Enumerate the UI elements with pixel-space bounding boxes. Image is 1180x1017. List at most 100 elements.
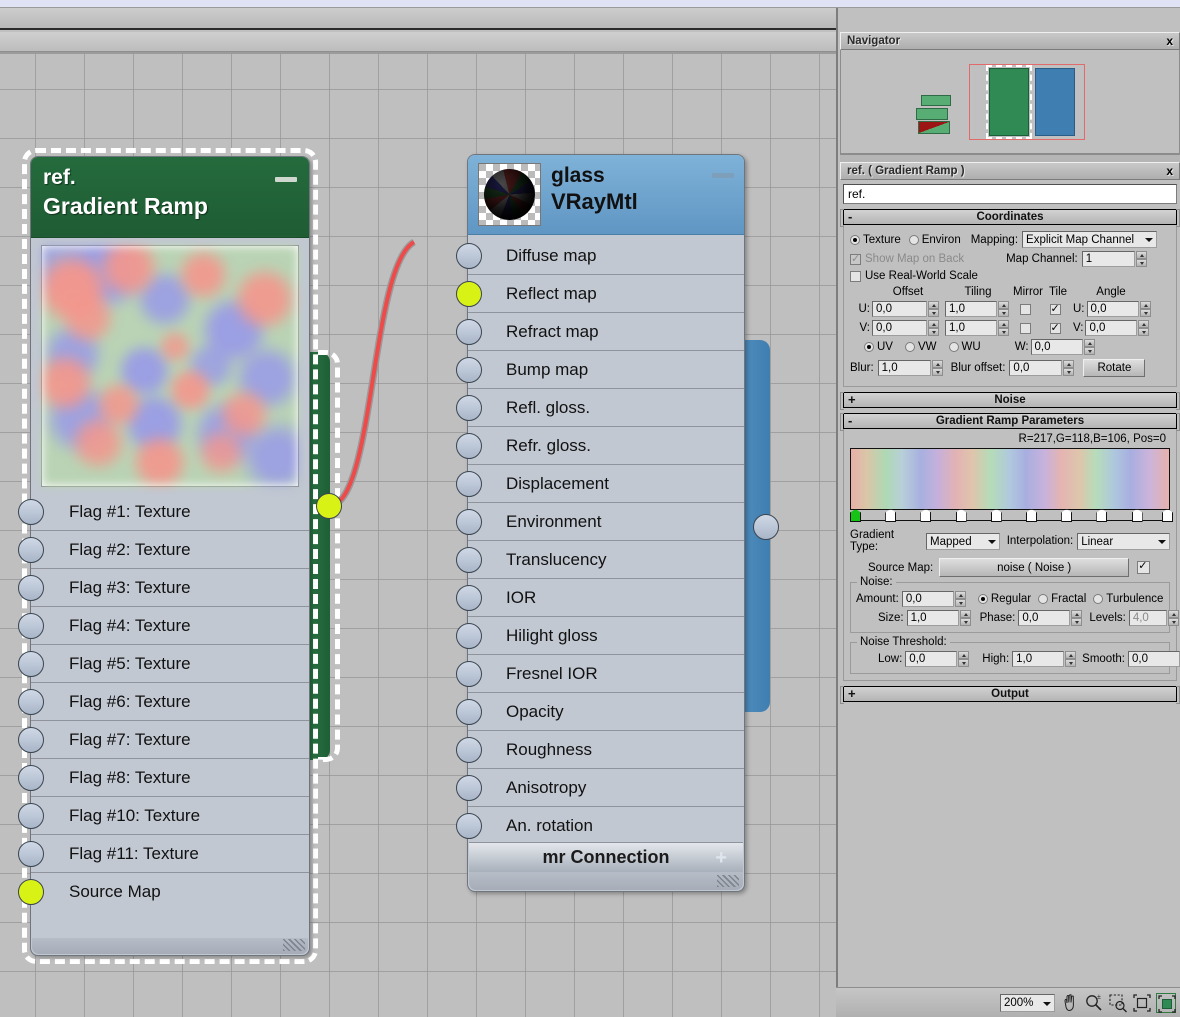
port-reflect-map[interactable]: Reflect map xyxy=(456,275,744,313)
port-socket-icon[interactable] xyxy=(18,765,44,791)
angle-v-input[interactable]: 0,0 xyxy=(1085,320,1138,336)
port-socket-icon[interactable] xyxy=(456,319,482,345)
texture-radio[interactable] xyxy=(850,234,860,245)
angle-w-spinner[interactable] xyxy=(1083,339,1095,355)
port-socket-icon[interactable] xyxy=(18,651,44,677)
map-channel-spinner[interactable] xyxy=(1135,251,1147,267)
port-socket-icon[interactable] xyxy=(18,803,44,829)
port-environment[interactable]: Environment xyxy=(456,503,744,541)
port-refract-map[interactable]: Refract map xyxy=(456,313,744,351)
noise-amount-spinner[interactable] xyxy=(954,591,966,607)
wu-radio[interactable] xyxy=(948,342,959,352)
gradient-ramp-rollout-header[interactable]: - Gradient Ramp Parameters xyxy=(840,413,1180,431)
close-icon[interactable]: x xyxy=(1166,34,1173,48)
background-node-output-socket[interactable] xyxy=(753,514,779,540)
port-socket-icon[interactable] xyxy=(456,471,482,497)
noise-levels-spinner[interactable] xyxy=(1167,610,1179,626)
rotate-button[interactable]: Rotate xyxy=(1083,359,1146,377)
source-map-enable-checkbox[interactable] xyxy=(1137,559,1151,574)
port-socket-icon[interactable] xyxy=(18,689,44,715)
port-socket-icon[interactable] xyxy=(456,243,482,269)
noise-turbulence-radio[interactable] xyxy=(1093,594,1104,604)
port-displacement[interactable]: Displacement xyxy=(456,465,744,503)
port-socket-icon[interactable] xyxy=(456,357,482,383)
interpolation-select[interactable]: Linear xyxy=(1077,532,1170,550)
plus-icon[interactable]: + xyxy=(715,847,727,869)
output-rollout-header[interactable]: + Output xyxy=(840,686,1180,704)
port-flag-6[interactable]: Flag #6: Texture xyxy=(18,683,309,721)
noise-regular-radio[interactable] xyxy=(977,594,988,604)
gradient-flag-7[interactable] xyxy=(1061,509,1073,522)
angle-v-spinner[interactable] xyxy=(1138,320,1150,336)
port-anisotropy[interactable]: Anisotropy xyxy=(456,769,744,807)
port-socket-icon[interactable] xyxy=(456,699,482,725)
gradient-type-select[interactable]: Mapped xyxy=(926,532,1000,550)
gradient-flag-10[interactable] xyxy=(1162,509,1173,522)
noise-size-spinner[interactable] xyxy=(959,610,971,626)
noise-fractal-radio[interactable] xyxy=(1038,594,1049,604)
port-bump-map[interactable]: Bump map xyxy=(456,351,744,389)
port-socket-icon[interactable] xyxy=(456,585,482,611)
port-translucency[interactable]: Translucency xyxy=(456,541,744,579)
threshold-low-input[interactable]: 0,0 xyxy=(905,651,958,667)
rollout-toggle-icon[interactable]: - xyxy=(848,209,853,224)
threshold-high-spinner[interactable] xyxy=(1065,651,1077,667)
port-fresnel-ior[interactable]: Fresnel IOR xyxy=(456,655,744,693)
noise-size-input[interactable]: 1,0 xyxy=(906,610,959,626)
port-diffuse-map[interactable]: Diffuse map xyxy=(456,237,744,275)
noise-levels-input[interactable]: 4,0 xyxy=(1128,610,1167,626)
port-flag-10[interactable]: Flag #10: Texture xyxy=(18,797,309,835)
resize-grip-icon[interactable] xyxy=(283,939,305,951)
tile-u-checkbox[interactable] xyxy=(1049,302,1061,315)
tiling-u-input[interactable]: 1,0 xyxy=(945,301,997,317)
port-socket-icon[interactable] xyxy=(456,661,482,687)
port-socket-icon[interactable] xyxy=(456,281,482,307)
port-ior[interactable]: IOR xyxy=(456,579,744,617)
port-socket-icon[interactable] xyxy=(18,575,44,601)
port-socket-icon[interactable] xyxy=(18,879,44,905)
port-socket-icon[interactable] xyxy=(18,727,44,753)
blur-input[interactable]: 1,0 xyxy=(877,360,931,376)
gradient-flag-4[interactable] xyxy=(955,509,967,522)
zoom-region-icon[interactable] xyxy=(1108,993,1128,1013)
blur-offset-spinner[interactable] xyxy=(1063,360,1075,376)
offset-u-input[interactable]: 0,0 xyxy=(872,301,927,317)
gradient-ramp-widget[interactable] xyxy=(850,448,1170,510)
angle-u-spinner[interactable] xyxy=(1139,301,1151,317)
rollout-toggle-icon[interactable]: + xyxy=(848,686,856,701)
port-flag-8[interactable]: Flag #8: Texture xyxy=(18,759,309,797)
port-an-rotation[interactable]: An. rotation xyxy=(456,807,744,845)
threshold-high-input[interactable]: 1,0 xyxy=(1012,651,1065,667)
port-hilight-gloss[interactable]: Hilight gloss xyxy=(456,617,744,655)
port-socket-icon[interactable] xyxy=(456,395,482,421)
tiling-v-input[interactable]: 1,0 xyxy=(945,320,997,336)
offset-v-input[interactable]: 0,0 xyxy=(872,320,927,336)
node-gradient-ramp-header[interactable]: ref. Gradient Ramp xyxy=(31,157,309,238)
gradient-flag-6[interactable] xyxy=(1026,509,1037,522)
port-roughness[interactable]: Roughness xyxy=(456,731,744,769)
port-source-map[interactable]: Source Map xyxy=(18,873,309,911)
noise-phase-input[interactable]: 0,0 xyxy=(1018,610,1071,626)
gradient-flag-3[interactable] xyxy=(920,509,932,522)
resize-grip-icon[interactable] xyxy=(717,875,739,887)
port-flag-4[interactable]: Flag #4: Texture xyxy=(18,607,309,645)
tile-v-checkbox[interactable] xyxy=(1049,321,1061,334)
node-glass-header[interactable]: glass VRayMtl xyxy=(468,155,744,235)
threshold-low-spinner[interactable] xyxy=(958,651,970,667)
environ-radio[interactable] xyxy=(908,234,919,245)
port-opacity[interactable]: Opacity xyxy=(456,693,744,731)
tiling-u-spinner[interactable] xyxy=(998,301,1009,317)
tiling-v-spinner[interactable] xyxy=(998,320,1009,336)
offset-v-spinner[interactable] xyxy=(928,320,939,336)
port-socket-icon[interactable] xyxy=(456,813,482,839)
port-flag-2[interactable]: Flag #2: Texture xyxy=(18,531,309,569)
node-graph-canvas[interactable]: ref. Gradient Ramp Flag #1: Texture Flag… xyxy=(0,52,836,1017)
vw-radio[interactable] xyxy=(904,342,915,352)
gradient-ramp-flag-track[interactable] xyxy=(850,509,1173,523)
port-refl-gloss[interactable]: Refl. gloss. xyxy=(456,389,744,427)
blur-spinner[interactable] xyxy=(931,360,943,376)
rollout-toggle-icon[interactable]: + xyxy=(848,392,856,407)
port-flag-1[interactable]: Flag #1: Texture xyxy=(18,493,309,531)
uv-radio[interactable] xyxy=(864,342,874,352)
minimap-viewport-rect[interactable] xyxy=(969,64,1085,140)
